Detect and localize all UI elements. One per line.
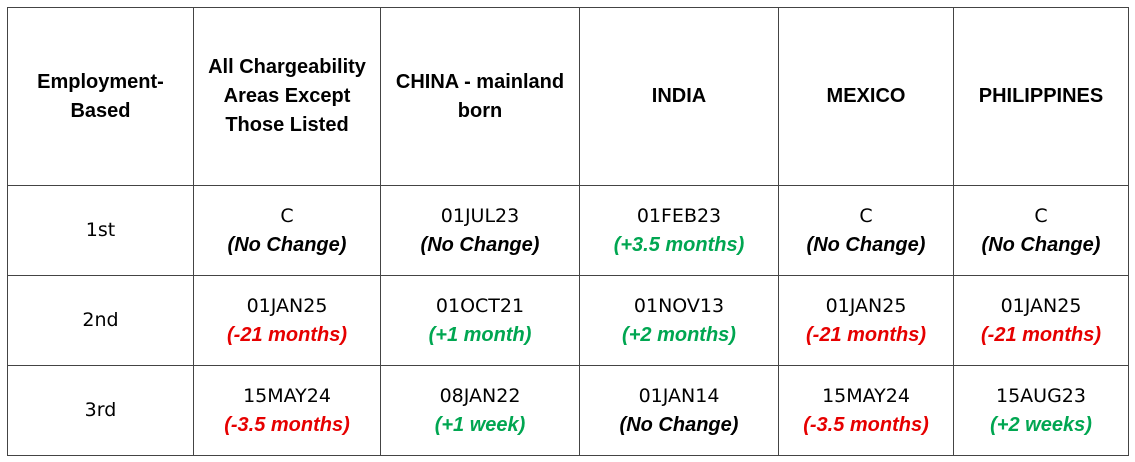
change-note: (+1 week) <box>434 413 526 436</box>
header-cell: All Chargeability Areas Except Those Lis… <box>193 7 381 186</box>
table-row: 2nd 01JAN25 (-21 months) 01OCT21 (+1 month) 0… <box>7 275 1129 366</box>
header-cell: PHILIPPINES <box>953 7 1129 186</box>
date-cell: 01FEB23 (+3.5 months) <box>579 185 779 276</box>
cutoff-date: 01NOV13 <box>633 294 725 317</box>
cutoff-date: 01JAN14 <box>638 384 720 407</box>
cutoff-date: 01JUL23 <box>440 204 520 227</box>
row-label: 2nd <box>82 309 119 331</box>
cutoff-date: 01JAN25 <box>246 294 328 317</box>
change-note: (-21 months) <box>806 323 926 346</box>
date-cell: 08JAN22 (+1 week) <box>380 365 580 456</box>
change-note: (+2 months) <box>622 323 736 346</box>
cutoff-date: C <box>1034 204 1048 227</box>
visa-bulletin-table: Employment-Based All Chargeability Areas … <box>7 7 1129 456</box>
change-note: (+3.5 months) <box>613 233 745 256</box>
date-cell: 01JUL23 (No Change) <box>380 185 580 276</box>
row-label-cell: 3rd <box>7 365 194 456</box>
change-note: (+2 weeks) <box>990 413 1092 436</box>
cutoff-date: 08JAN22 <box>439 384 521 407</box>
change-note: (-21 months) <box>981 323 1101 346</box>
date-cell: C (No Change) <box>778 185 954 276</box>
date-cell: C (No Change) <box>953 185 1129 276</box>
row-label-cell: 1st <box>7 185 194 276</box>
change-note: (No Change) <box>981 233 1101 256</box>
date-cell: 01OCT21 (+1 month) <box>380 275 580 366</box>
date-cell: 15AUG23 (+2 weeks) <box>953 365 1129 456</box>
cutoff-date: 15MAY24 <box>822 384 910 407</box>
cutoff-date: 01OCT21 <box>435 294 525 317</box>
table-body: 1st C (No Change) 01JUL23 (No Change) 01FEB23… <box>7 185 1129 456</box>
change-note: (No Change) <box>806 233 926 256</box>
header-row: Employment-Based All Chargeability Areas … <box>7 7 1129 186</box>
cutoff-date: 15MAY24 <box>243 384 331 407</box>
table-row: 3rd 15MAY24 (-3.5 months) 08JAN22 (+1 week) 0… <box>7 365 1129 456</box>
cutoff-date: C <box>859 204 873 227</box>
cutoff-date: 01FEB23 <box>636 204 722 227</box>
change-note: (-3.5 months) <box>803 413 929 436</box>
change-note: (No Change) <box>619 413 739 436</box>
date-cell: 01JAN25 (-21 months) <box>193 275 381 366</box>
header-cell: INDIA <box>579 7 779 186</box>
date-cell: 01NOV13 (+2 months) <box>579 275 779 366</box>
header-cell: CHINA - mainland born <box>380 7 580 186</box>
row-label: 3rd <box>84 399 117 421</box>
date-cell: 01JAN25 (-21 months) <box>778 275 954 366</box>
cutoff-date: C <box>280 204 294 227</box>
cutoff-date: 15AUG23 <box>996 384 1086 407</box>
header-cell: MEXICO <box>778 7 954 186</box>
header-cell: Employment-Based <box>7 7 194 186</box>
cutoff-date: 01JAN25 <box>1000 294 1082 317</box>
change-note: (-3.5 months) <box>224 413 350 436</box>
cutoff-date: 01JAN25 <box>825 294 907 317</box>
date-cell: C (No Change) <box>193 185 381 276</box>
change-note: (No Change) <box>227 233 347 256</box>
date-cell: 15MAY24 (-3.5 months) <box>778 365 954 456</box>
change-note: (No Change) <box>420 233 540 256</box>
change-note: (-21 months) <box>227 323 347 346</box>
date-cell: 01JAN25 (-21 months) <box>953 275 1129 366</box>
row-label-cell: 2nd <box>7 275 194 366</box>
table-row: 1st C (No Change) 01JUL23 (No Change) 01FEB23… <box>7 185 1129 276</box>
date-cell: 15MAY24 (-3.5 months) <box>193 365 381 456</box>
table-header: Employment-Based All Chargeability Areas … <box>7 7 1129 186</box>
row-label: 1st <box>85 219 116 241</box>
change-note: (+1 month) <box>428 323 532 346</box>
date-cell: 01JAN14 (No Change) <box>579 365 779 456</box>
